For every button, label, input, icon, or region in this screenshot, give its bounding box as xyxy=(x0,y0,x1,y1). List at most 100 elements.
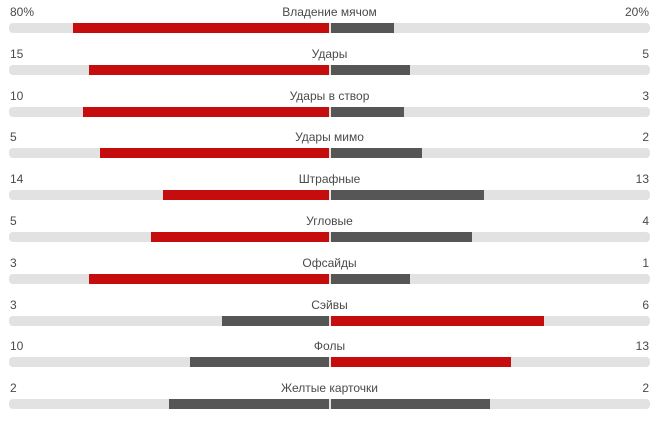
stat-bar-track xyxy=(9,399,651,410)
stat-label: Офсайды xyxy=(302,255,357,270)
away-bar xyxy=(330,23,395,33)
away-bar-half xyxy=(330,106,651,117)
away-value: 13 xyxy=(635,339,650,354)
away-bar-half xyxy=(330,273,651,284)
away-bar-half xyxy=(330,64,651,75)
home-bar-half xyxy=(9,231,329,242)
home-value: 10 xyxy=(10,339,24,354)
stat-label: Удары в створ xyxy=(289,88,370,103)
away-value: 1 xyxy=(642,255,649,270)
stat-label: Угловые xyxy=(306,213,353,228)
away-bar xyxy=(330,64,411,75)
stat-label: Удары xyxy=(311,46,348,61)
away-bar-half xyxy=(330,315,651,326)
stat-bar-track xyxy=(9,106,651,117)
stat-bar-track xyxy=(9,315,651,326)
home-bar-half xyxy=(9,190,329,201)
stat-row: 14 Штрафные 13 xyxy=(0,167,659,209)
away-bar-half xyxy=(330,190,651,201)
stat-bar-track xyxy=(9,357,651,368)
away-bar xyxy=(330,231,473,242)
away-value: 2 xyxy=(642,381,650,396)
away-value: 13 xyxy=(635,172,650,187)
home-bar-half xyxy=(9,23,329,33)
home-bar xyxy=(168,399,329,410)
stat-bar-track xyxy=(9,64,651,75)
home-bar xyxy=(88,273,329,284)
away-bar xyxy=(330,357,512,368)
stat-label: Желтые карточки xyxy=(281,381,378,396)
stat-bar-track xyxy=(9,23,650,33)
home-bar-half xyxy=(9,273,329,284)
away-value: 4 xyxy=(642,213,649,228)
stat-bar-track xyxy=(9,190,651,201)
home-value: 14 xyxy=(10,172,24,187)
home-bar-half xyxy=(9,315,329,326)
stat-head: 10 Удары в створ 3 xyxy=(10,88,650,103)
home-bar xyxy=(88,64,329,75)
home-value: 15 xyxy=(10,46,24,61)
home-bar-half xyxy=(9,148,329,159)
home-value: 3 xyxy=(10,297,17,312)
away-value: 3 xyxy=(642,88,650,103)
away-bar-half xyxy=(330,399,651,410)
home-bar xyxy=(222,315,329,326)
away-value: 20% xyxy=(624,5,649,19)
away-value: 2 xyxy=(642,130,649,145)
stat-label: Штрафные xyxy=(298,172,361,187)
stat-row: 3 Сэйвы 6 xyxy=(0,293,659,335)
stat-row: 3 Офсайды 1 xyxy=(0,251,659,293)
away-bar xyxy=(330,148,422,159)
home-value: 2 xyxy=(10,381,17,396)
stat-head: 3 Офсайды 1 xyxy=(10,255,649,270)
away-bar-half xyxy=(330,148,651,159)
home-bar xyxy=(162,190,329,201)
home-bar-half xyxy=(9,399,329,410)
stat-row: 10 Фолы 13 xyxy=(0,334,659,376)
home-value: 5 xyxy=(10,213,17,228)
stat-bar-track xyxy=(9,148,651,159)
stat-label: Владение мячом xyxy=(282,5,377,19)
stat-row: 2 Желтые карточки 2 xyxy=(0,376,659,418)
away-bar-half xyxy=(330,357,651,368)
stat-head: 14 Штрафные 13 xyxy=(10,173,649,186)
stat-head: 80% Владение мячом 20% xyxy=(10,6,649,19)
stat-label: Удары мимо xyxy=(295,130,364,145)
stat-label: Фолы xyxy=(313,339,346,354)
away-bar xyxy=(330,106,405,117)
away-value: 6 xyxy=(642,297,649,312)
home-bar xyxy=(100,148,329,159)
stat-row: 80% Владение мячом 20% xyxy=(0,0,659,42)
stat-row: 5 Удары мимо 2 xyxy=(0,125,659,167)
home-bar xyxy=(72,23,329,33)
home-value: 80% xyxy=(10,5,35,19)
stat-bar-track xyxy=(9,273,651,284)
stat-head: 5 Угловые 4 xyxy=(10,213,649,228)
away-bar-half xyxy=(330,23,651,33)
stat-row: 10 Удары в створ 3 xyxy=(0,84,659,126)
home-value: 3 xyxy=(10,255,17,270)
stat-head: 5 Удары мимо 2 xyxy=(10,131,649,144)
away-bar xyxy=(330,315,544,326)
away-bar xyxy=(330,190,485,201)
stat-head: 3 Сэйвы 6 xyxy=(10,297,649,312)
stat-label: Сэйвы xyxy=(311,297,348,312)
away-bar-half xyxy=(330,231,651,242)
stat-bar-track xyxy=(9,231,651,242)
home-bar-half xyxy=(9,106,329,117)
stat-head: 15 Удары 5 xyxy=(10,46,650,61)
home-bar xyxy=(189,357,329,368)
away-value: 5 xyxy=(642,46,650,61)
stat-head: 2 Желтые карточки 2 xyxy=(10,382,649,395)
stat-row: 15 Удары 5 xyxy=(0,42,659,84)
home-value: 5 xyxy=(10,130,17,145)
home-bar-half xyxy=(9,357,329,368)
home-value: 10 xyxy=(10,88,24,103)
home-bar xyxy=(151,231,329,242)
away-bar xyxy=(330,273,411,284)
home-bar-half xyxy=(9,64,329,75)
home-bar xyxy=(82,106,329,117)
stat-head: 10 Фолы 13 xyxy=(10,340,649,353)
stat-row: 5 Угловые 4 xyxy=(0,209,659,251)
